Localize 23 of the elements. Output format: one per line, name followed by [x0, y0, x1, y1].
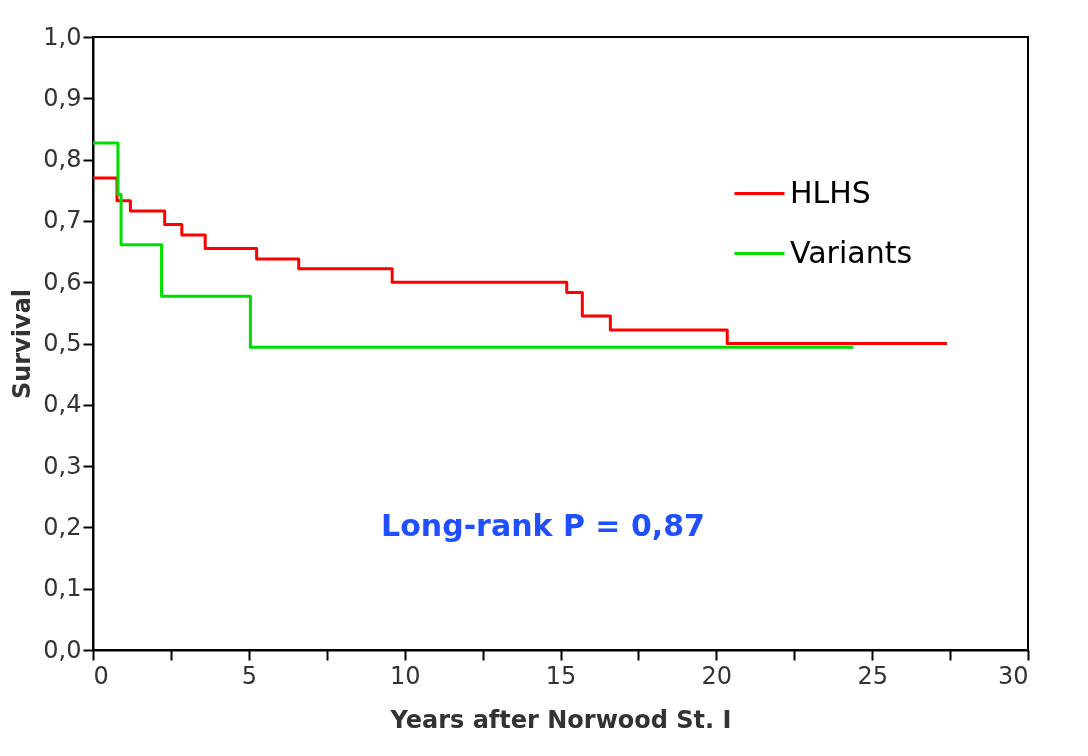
y-tick-label: 0,4: [43, 390, 82, 419]
y-axis-title: Survival: [8, 288, 37, 400]
y-tick-label: 0,1: [43, 574, 82, 603]
y-tick-label: 0,2: [43, 512, 82, 541]
x-tick-label: 5: [241, 661, 257, 690]
y-tick-label: 0,8: [43, 145, 82, 174]
legend-label: Variants: [790, 234, 913, 270]
annotation: Long-rank P = 0,87: [381, 508, 705, 543]
x-tick-label: 10: [389, 661, 421, 690]
y-tick-label: 0,0: [43, 635, 82, 664]
y-tick-label: 0,7: [43, 206, 82, 235]
y-tick-label: 0,9: [43, 83, 82, 112]
y-tick-label: 1,0: [43, 22, 82, 51]
y-tick-label: 0,6: [43, 267, 82, 296]
x-tick-label: 25: [857, 661, 888, 690]
x-tick-label: 30: [997, 661, 1029, 690]
y-tick-label: 0,5: [43, 329, 82, 357]
legend-label: HLHS: [790, 174, 871, 210]
x-tick-label: 20: [701, 661, 733, 690]
y-tick-label: 0,3: [43, 451, 82, 480]
x-axis-title: Years after Norwood St. I: [389, 705, 732, 734]
x-tick-label: 0: [93, 661, 109, 690]
x-tick-label: 15: [545, 661, 577, 690]
